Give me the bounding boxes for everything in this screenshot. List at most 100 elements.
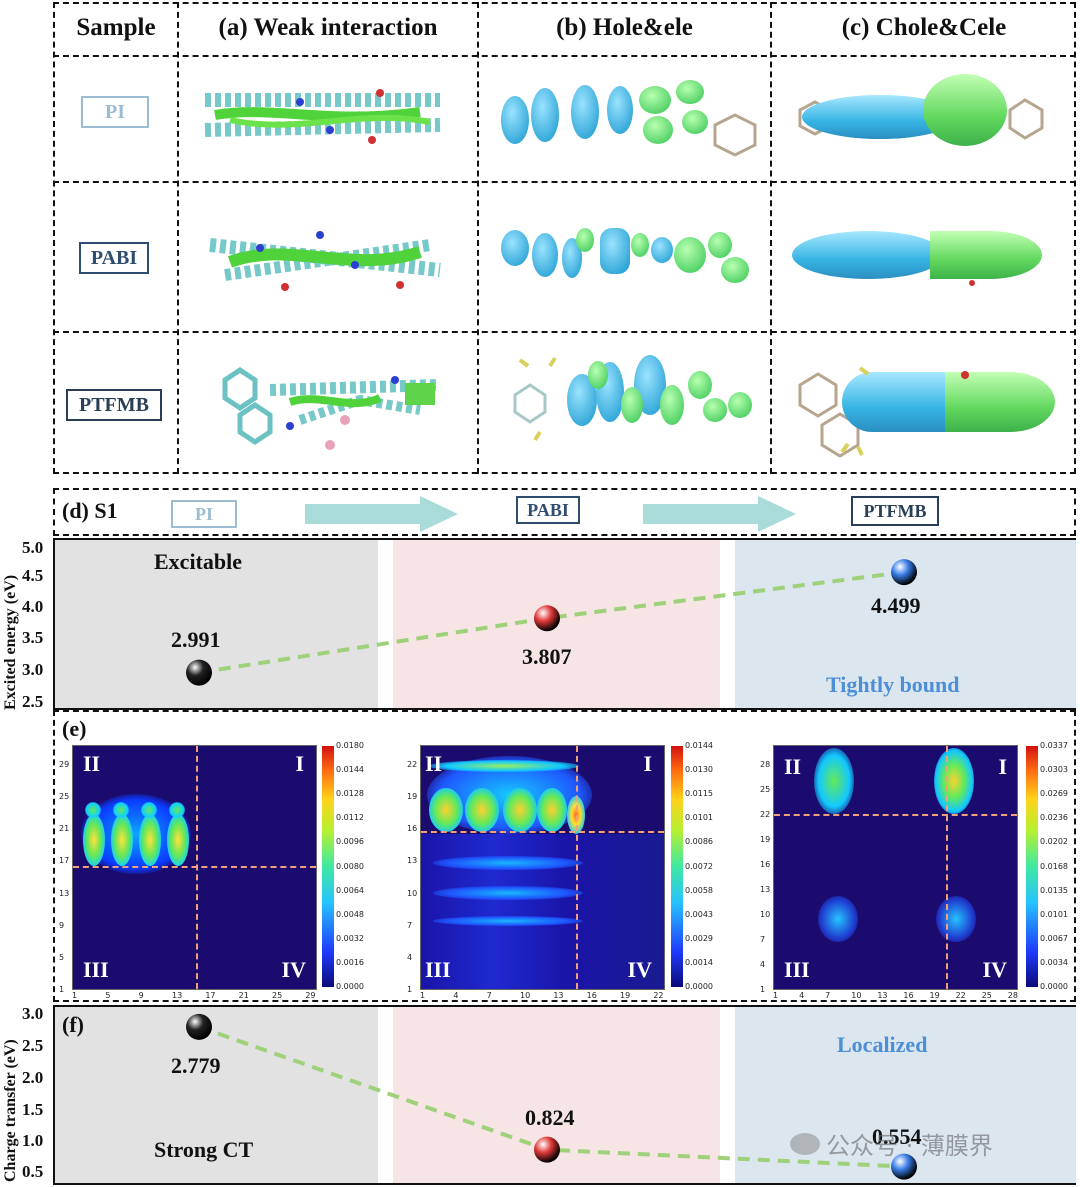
heatmap-ytick: 13 bbox=[407, 856, 418, 866]
panel-e-label: (e) bbox=[62, 716, 87, 741]
sample-label-pabi: PABI bbox=[79, 242, 149, 274]
colorbar-tick: 0.0080 bbox=[336, 861, 364, 871]
ptfmb-chole-cele-image bbox=[798, 366, 1055, 458]
header-weak-interaction: (a) Weak interaction bbox=[218, 14, 438, 41]
colorbar-tick: 0.0064 bbox=[336, 885, 364, 895]
molecule-table bbox=[53, 2, 1076, 474]
data-point-pabi bbox=[534, 605, 560, 632]
heatmap-ytick: 7 bbox=[760, 935, 766, 944]
heatmap-ytick: 22 bbox=[760, 810, 771, 819]
colorbar-tick: 0.0000 bbox=[685, 982, 713, 991]
heatmap-xtick: 10 bbox=[520, 991, 531, 1000]
colorbar-ptfmb bbox=[1026, 746, 1038, 987]
quadrant-iv: IV bbox=[982, 957, 1007, 982]
heatmap-xtick: 19 bbox=[929, 991, 940, 1000]
flow-arrow-right-icon bbox=[643, 496, 796, 532]
heatmap-xtick: 7 bbox=[825, 991, 831, 1000]
colorbar-tick: 0.0016 bbox=[336, 957, 364, 967]
band-pi bbox=[55, 1007, 378, 1183]
data-point-pi bbox=[186, 659, 212, 686]
heatmap-ytick: 4 bbox=[407, 952, 413, 962]
sample-label-ptfmb: PTFMB bbox=[66, 389, 162, 421]
heatmap-xtick: 16 bbox=[903, 991, 914, 1000]
colorbar-tick: 0.0130 bbox=[685, 765, 713, 775]
heatmap-xtick: 21 bbox=[238, 991, 249, 1000]
colorbar-tick: 0.0072 bbox=[685, 861, 713, 871]
heatmap-ytick: 5 bbox=[59, 952, 65, 962]
heatmap-xtick: 13 bbox=[877, 991, 888, 1000]
header-hole-ele: (b) Hole&ele bbox=[556, 14, 693, 41]
pi-chole-cele-image bbox=[798, 74, 1044, 146]
colorbar-tick: 0.0034 bbox=[1040, 957, 1068, 967]
colorbar-tick: 0.0128 bbox=[336, 789, 364, 799]
heatmap-xtick: 4 bbox=[799, 991, 805, 1000]
heatmap-ytick: 28 bbox=[760, 760, 771, 769]
colorbar-tick: 0.0144 bbox=[685, 741, 713, 750]
value-label-pabi: 3.807 bbox=[522, 644, 572, 669]
header-sample: Sample bbox=[76, 14, 156, 41]
band-pi bbox=[55, 540, 378, 708]
panel-d-ytick: 4.5 bbox=[22, 566, 44, 585]
heatmap-ytick: 1 bbox=[760, 985, 766, 994]
quadrant-i: I bbox=[998, 754, 1007, 779]
heatmap-xtick: 17 bbox=[205, 991, 216, 1000]
panel-f-label: (f) bbox=[62, 1012, 84, 1037]
pi-hole-ele-image bbox=[501, 80, 757, 157]
heatmap-ytick: 16 bbox=[407, 824, 418, 834]
heatmap-ytick: 17 bbox=[59, 856, 70, 866]
panel-f-ytick: 0.5 bbox=[22, 1162, 44, 1181]
table-divider bbox=[477, 2, 479, 474]
heatmap-xtick: 1 bbox=[72, 991, 78, 1000]
flow-arrow-right-icon bbox=[305, 496, 458, 532]
table-divider bbox=[53, 181, 1076, 183]
flow-label-pabi: PABI bbox=[516, 496, 580, 524]
table-divider bbox=[177, 2, 179, 474]
heatmap-ytick: 4 bbox=[760, 960, 766, 969]
heatmap-ytick: 9 bbox=[59, 920, 65, 930]
colorbar-tick: 0.0236 bbox=[1040, 813, 1068, 823]
colorbar-tick: 0.0180 bbox=[336, 741, 364, 750]
colorbar-tick: 0.0135 bbox=[1040, 885, 1068, 895]
colorbar-tick: 0.0048 bbox=[336, 909, 364, 919]
heatmap-xtick: 25 bbox=[272, 991, 283, 1000]
watermark-text: 公众号 · 薄膜界 bbox=[826, 1132, 993, 1160]
heatmap-ytick: 22 bbox=[407, 760, 418, 769]
panel-d-ytick: 2.5 bbox=[22, 692, 44, 711]
colorbar-tick: 0.0096 bbox=[336, 837, 364, 847]
panel-f-ytick: 1.0 bbox=[22, 1131, 44, 1150]
quadrant-iii: III bbox=[425, 957, 451, 982]
colorbar-tick: 0.0112 bbox=[336, 813, 364, 823]
heatmap-xtick: 5 bbox=[105, 991, 111, 1000]
heatmap-xtick: 29 bbox=[305, 991, 316, 1000]
quadrant-i: I bbox=[295, 751, 304, 776]
colorbar-tick: 0.0115 bbox=[685, 789, 713, 799]
heatmap-ytick: 29 bbox=[59, 760, 70, 769]
colorbar-tick: 0.0101 bbox=[1040, 909, 1068, 919]
quadrant-ii: II bbox=[784, 754, 802, 779]
panel-d-ytick: 4.0 bbox=[22, 597, 44, 616]
chat-bubble-icon bbox=[790, 1132, 820, 1155]
colorbar-tick: 0.0168 bbox=[1040, 861, 1068, 871]
quadrant-iii: III bbox=[784, 957, 810, 982]
table-divider bbox=[53, 331, 1076, 333]
heatmap-ytick: 13 bbox=[760, 885, 771, 894]
value-label-pabi: 0.824 bbox=[525, 1105, 575, 1130]
heatmap-ytick: 21 bbox=[59, 824, 70, 834]
heatmap-xtick: 1 bbox=[773, 991, 779, 1000]
value-label-pi: 2.779 bbox=[171, 1053, 221, 1078]
heatmap-ptfmb: II I III IV bbox=[773, 745, 1018, 990]
value-label-ptfmb: 0.554 bbox=[872, 1124, 922, 1149]
heatmap-xtick: 13 bbox=[172, 991, 183, 1000]
heatmap-xtick: 10 bbox=[851, 991, 862, 1000]
colorbar-tick: 0.0101 bbox=[685, 813, 713, 823]
heatmap-pi: II I III IV bbox=[72, 745, 317, 990]
colorbar-tick: 0.0067 bbox=[1040, 933, 1068, 943]
colorbar-tick: 0.0032 bbox=[336, 933, 364, 943]
heatmap-xtick: 4 bbox=[453, 991, 459, 1000]
heatmap-xtick: 1 bbox=[420, 991, 426, 1000]
heatmap-xtick: 9 bbox=[138, 991, 144, 1000]
heatmap-xtick: 22 bbox=[653, 991, 664, 1000]
colorbar-tick: 0.0086 bbox=[685, 837, 713, 847]
heatmap-ytick: 1 bbox=[407, 985, 413, 994]
colorbar-tick: 0.0043 bbox=[685, 909, 713, 919]
